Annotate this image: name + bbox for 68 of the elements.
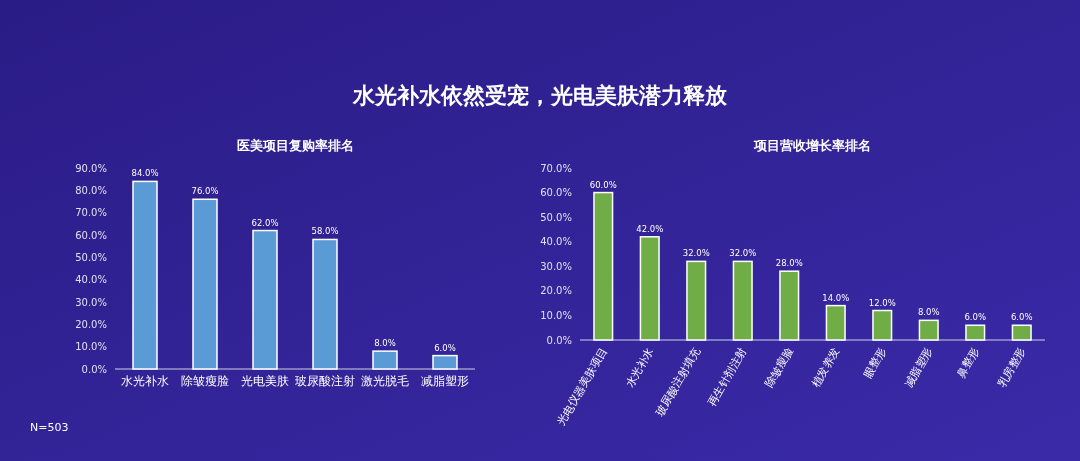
y-tick-label: 20.0%: [540, 285, 572, 297]
bar: [312, 238, 338, 370]
y-tick-label: 30.0%: [540, 260, 572, 272]
bar: [252, 229, 278, 370]
bar: [918, 319, 939, 341]
bar: [192, 198, 218, 370]
chart-title: 医美项目复购率排名: [236, 138, 354, 153]
data-label: 60.0%: [589, 179, 617, 190]
bar: [639, 236, 660, 341]
data-label: 42.0%: [636, 223, 664, 234]
y-tick-label: 50.0%: [75, 251, 107, 263]
bar: [779, 270, 800, 341]
y-tick-label: 70.0%: [540, 162, 572, 174]
y-tick-label: 60.0%: [540, 187, 572, 199]
bar: [593, 191, 614, 341]
y-tick-label: 90.0%: [75, 162, 107, 174]
x-tick-label: 减脂塑形: [421, 374, 469, 388]
x-tick-label: 玻尿酸注射: [295, 374, 355, 388]
x-tick-label: 除皱瘦脸: [762, 345, 796, 390]
bar: [132, 180, 158, 370]
data-label: 76.0%: [191, 186, 219, 197]
data-label: 6.0%: [434, 342, 456, 353]
chart-title: 项目营收增长率排名: [753, 138, 871, 153]
data-label: 62.0%: [251, 217, 279, 228]
x-tick-label: 植发养发: [809, 345, 843, 390]
data-label: 14.0%: [822, 292, 850, 303]
data-label: 28.0%: [775, 258, 803, 269]
data-label: 32.0%: [729, 248, 757, 259]
x-tick-label: 再生针剂注射: [705, 345, 750, 409]
y-tick-label: 50.0%: [540, 211, 572, 223]
x-tick-label: 鼻整形: [954, 345, 982, 381]
y-tick-label: 40.0%: [75, 274, 107, 286]
bar: [872, 309, 893, 341]
bar: [732, 260, 753, 341]
data-label: 6.0%: [964, 312, 987, 323]
data-label: 84.0%: [131, 168, 159, 179]
x-tick-label: 水光补水: [121, 374, 169, 388]
text: N=503: [30, 421, 69, 434]
x-tick-label: 光电美肤: [241, 374, 289, 388]
bar: [372, 350, 398, 370]
y-tick-label: 60.0%: [75, 229, 107, 241]
x-tick-label: 除皱瘦脸: [181, 374, 229, 388]
bar: [965, 324, 986, 341]
y-tick-label: 10.0%: [540, 309, 572, 321]
bar: [686, 260, 707, 341]
data-label: 32.0%: [682, 248, 710, 259]
bar: [825, 304, 846, 341]
data-label: 8.0%: [374, 338, 396, 349]
x-tick-label: 激光脱毛: [361, 374, 409, 388]
x-tick-label: 减脂塑形: [902, 345, 936, 390]
y-tick-label: 20.0%: [75, 318, 107, 330]
x-tick-label: 眼整形: [861, 345, 889, 381]
bar: [1011, 324, 1032, 341]
x-tick-label: 乳房整形: [995, 345, 1029, 390]
y-tick-label: 70.0%: [75, 207, 107, 219]
y-tick-label: 10.0%: [75, 341, 107, 353]
data-label: 12.0%: [868, 297, 896, 308]
text: 水光补水依然受宠，光电美肤潜力释放: [352, 83, 728, 108]
y-tick-label: 0.0%: [546, 334, 572, 346]
x-tick-label: 光电仪器美肤项目: [554, 345, 610, 428]
y-tick-label: 80.0%: [75, 184, 107, 196]
y-tick-label: 40.0%: [540, 236, 572, 248]
data-label: 6.0%: [1010, 312, 1033, 323]
data-label: 8.0%: [917, 307, 940, 318]
data-label: 58.0%: [311, 226, 339, 237]
bar: [432, 354, 458, 370]
y-tick-label: 30.0%: [75, 296, 107, 308]
y-tick-label: 0.0%: [81, 363, 107, 375]
